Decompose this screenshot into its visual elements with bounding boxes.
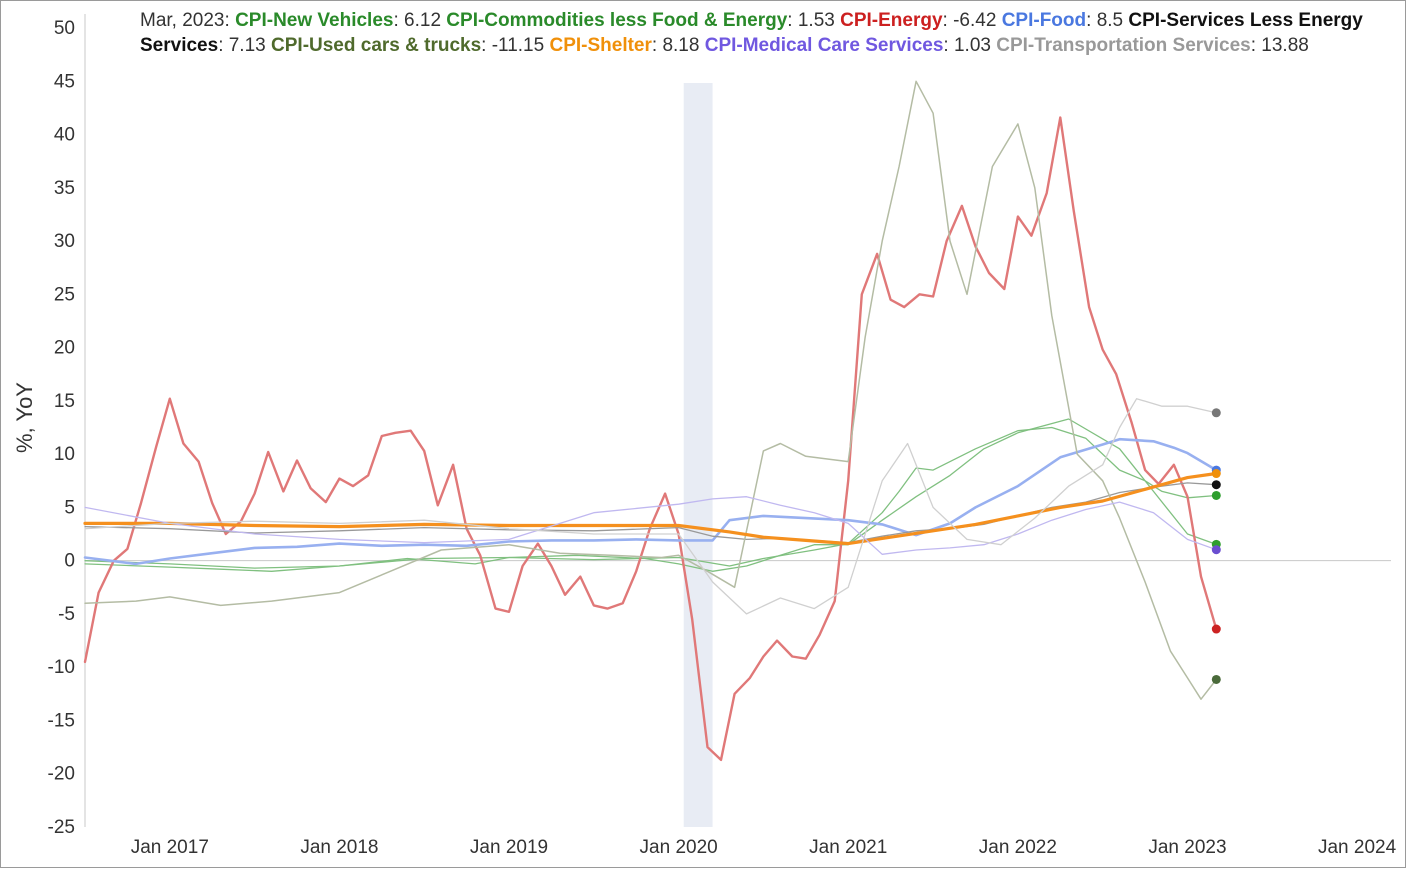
- legend-series-value: : 13.88: [1250, 35, 1309, 56]
- y-tick-label: 5: [64, 497, 75, 518]
- legend-item: CPI-Used cars & trucks: -11.15: [271, 35, 549, 56]
- legend-series-name: CPI-Used cars & trucks: [271, 35, 482, 56]
- legend-series-value: : 8.18: [651, 35, 705, 56]
- legend-item: CPI-New Vehicles: 6.12: [235, 10, 446, 31]
- legend-series-name: CPI-Shelter: [549, 35, 652, 56]
- legend-series-value: : 1.53: [787, 10, 841, 31]
- x-tick-label: Jan 2021: [809, 837, 887, 858]
- x-tick-label: Jan 2022: [979, 837, 1057, 858]
- y-tick-label: -15: [48, 710, 75, 731]
- series-line: [84, 496, 1217, 555]
- y-tick-label: 35: [54, 178, 75, 199]
- legend-series-value: : -11.15: [481, 35, 550, 56]
- x-tick-label: Jan 2018: [300, 837, 378, 858]
- legend-series-value: : -6.42: [942, 10, 1002, 31]
- y-tick-label: 50: [54, 18, 75, 39]
- series-end-dot: [1211, 490, 1221, 500]
- series-line: [84, 398, 1217, 615]
- legend-item: CPI-Medical Care Services: 1.03: [705, 35, 997, 56]
- series-end-dot: [1211, 408, 1221, 418]
- y-tick-label: 15: [54, 391, 75, 412]
- legend-series-value: : 6.12: [393, 10, 447, 31]
- series-end-dot: [1211, 545, 1221, 555]
- series-line: [84, 80, 1218, 700]
- series-line: [83, 471, 1218, 546]
- series-end-dot: [1211, 480, 1221, 490]
- legend-series-name: CPI-Food: [1001, 10, 1087, 31]
- legend-series-name: CPI-Energy: [840, 10, 943, 31]
- y-axis-label: %, YoY: [12, 382, 37, 453]
- legend-series-name: CPI-Transportation Services: [996, 35, 1251, 56]
- legend-series-name: CPI-New Vehicles: [235, 10, 394, 31]
- legend-series-name: CPI-Services Less Energy Services: [140, 10, 1363, 56]
- y-tick-label: -20: [48, 764, 75, 785]
- legend-series-value: : 8.5: [1086, 10, 1129, 31]
- series-line: [83, 116, 1218, 762]
- y-tick-label: 45: [54, 71, 75, 92]
- legend-series-name: CPI-Commodities less Food & Energy: [446, 10, 788, 31]
- legend-series-value: : 1.03: [943, 35, 997, 56]
- x-tick-label: Jan 2019: [470, 837, 548, 858]
- y-tick-label: 30: [54, 231, 75, 252]
- recession-band: [683, 83, 713, 827]
- x-tick-label: Jan 2024: [1318, 837, 1397, 858]
- y-tick-label: 25: [54, 284, 75, 305]
- legend-series-name: CPI-Medical Care Services: [704, 35, 944, 56]
- y-tick-label: -5: [58, 604, 75, 625]
- y-tick-label: 40: [54, 125, 75, 146]
- legend-item: CPI-Services Less Energy Services: 7.13: [140, 10, 1363, 56]
- series-end-dot: [1211, 674, 1221, 684]
- y-tick-label: 10: [54, 444, 75, 465]
- series-line: [84, 418, 1217, 572]
- y-tick-label: 20: [54, 338, 75, 359]
- x-tick-label: Jan 2017: [131, 837, 209, 858]
- x-tick-label: Jan 2020: [640, 837, 718, 858]
- series-end-dot: [1211, 469, 1221, 479]
- y-tick-label: -25: [48, 817, 75, 838]
- legend-item: CPI-Commodities less Food & Energy: 1.53: [446, 10, 840, 31]
- y-tick-label: 0: [64, 551, 75, 572]
- legend-items: CPI-New Vehicles: 6.12 CPI-Commodities l…: [140, 10, 1363, 56]
- legend-item: CPI-Food: 8.5: [1002, 10, 1129, 31]
- legend-item: CPI-Transportation Services: 13.88: [996, 35, 1309, 56]
- legend-date: Mar, 2023: [140, 10, 225, 31]
- series-end-dot: [1211, 624, 1221, 634]
- series-line: [83, 437, 1218, 566]
- chart-legend: Mar, 2023: CPI-New Vehicles: 6.12 CPI-Co…: [140, 10, 1363, 56]
- legend-item: CPI-Shelter: 8.18: [549, 35, 704, 56]
- legend-series-value: : 7.13: [218, 35, 272, 56]
- x-tick-label: Jan 2023: [1148, 837, 1226, 858]
- series-line: [84, 426, 1217, 569]
- legend-item: CPI-Energy: -6.42: [840, 10, 1002, 31]
- y-tick-label: -10: [48, 657, 75, 678]
